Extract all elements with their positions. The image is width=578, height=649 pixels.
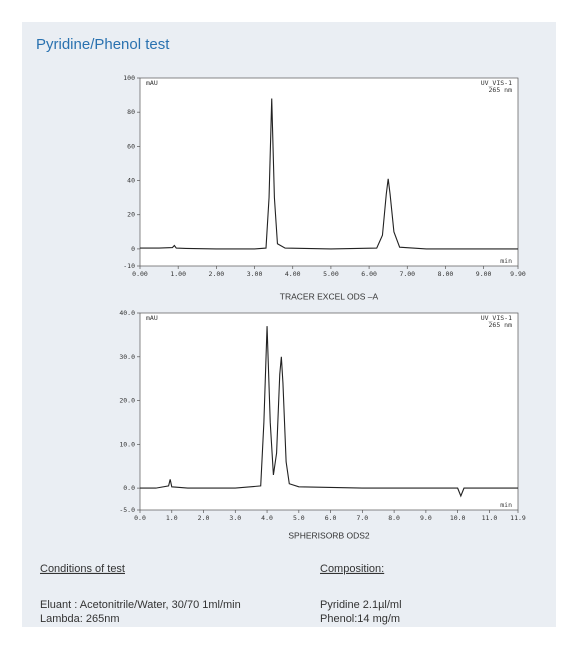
chart-subtitle: TRACER EXCEL ODS –A — [280, 291, 379, 301]
y-tick-label: 20.0 — [119, 397, 135, 405]
y-axis-label: mAU — [146, 79, 158, 87]
composition-heading: Composition: — [320, 563, 384, 575]
annotation: 265 nm — [489, 321, 513, 329]
plot-area — [139, 77, 519, 267]
plot-area — [139, 312, 519, 511]
y-axis-label: mAU — [146, 314, 158, 322]
x-tick-label: 9.90 — [510, 270, 526, 278]
x-tick-label: 4.0 — [261, 514, 273, 522]
x-tick-label: 5.0 — [293, 514, 305, 522]
x-tick-label: 9.00 — [476, 270, 492, 278]
y-tick-label: 60 — [127, 142, 135, 150]
x-tick-label: 6.00 — [361, 270, 377, 278]
x-tick-label: 7.00 — [399, 270, 415, 278]
x-tick-label: 7.0 — [356, 514, 368, 522]
x-tick-label: 2.00 — [209, 270, 225, 278]
x-axis-label: min — [500, 257, 512, 265]
x-tick-label: 0.00 — [132, 270, 148, 278]
x-tick-label: 1.0 — [166, 514, 178, 522]
x-tick-label: 0.0 — [134, 514, 146, 522]
x-tick-label: 6.0 — [325, 514, 337, 522]
x-tick-label: 1.00 — [170, 270, 186, 278]
y-tick-label: 30.0 — [119, 353, 135, 361]
x-tick-label: 11.9 — [510, 514, 526, 522]
x-tick-label: 8.00 — [438, 270, 454, 278]
x-tick-label: 11.0 — [482, 514, 498, 522]
chromatogram-line — [140, 326, 518, 498]
x-tick-label: 3.00 — [247, 270, 263, 278]
y-tick-label: 40 — [127, 177, 135, 185]
composition-line: Phenol:14 mg/m — [320, 613, 400, 625]
composition-line: Pyridine 2.1µl/ml — [320, 599, 402, 611]
x-tick-label: 8.0 — [388, 514, 400, 522]
y-tick-label: 0.0 — [123, 484, 135, 492]
annotation: UV_VIS-1 — [481, 79, 512, 87]
y-tick-label: 10.0 — [119, 440, 135, 448]
y-tick-label: -5.0 — [119, 506, 135, 514]
x-tick-label: 3.0 — [229, 514, 241, 522]
y-tick-label: -10 — [123, 262, 135, 270]
conditions-line: Eluant : Acetonitrile/Water, 30/70 1ml/m… — [40, 599, 241, 611]
x-tick-label: 9.0 — [420, 514, 432, 522]
x-axis-label: min — [500, 501, 512, 509]
y-tick-label: 40.0 — [119, 309, 135, 317]
x-tick-label: 10.0 — [450, 514, 466, 522]
y-tick-label: 20 — [127, 211, 135, 219]
y-tick-label: 100 — [123, 74, 135, 82]
x-tick-label: 4.00 — [285, 270, 301, 278]
y-tick-label: 0 — [131, 245, 135, 253]
x-tick-label: 5.00 — [323, 270, 339, 278]
chart-subtitle: SPHERISORB ODS2 — [288, 530, 370, 540]
conditions-line: Lambda: 265nm — [40, 613, 120, 625]
conditions-heading: Conditions of test — [40, 563, 125, 575]
annotation: UV_VIS-1 — [481, 314, 512, 322]
x-tick-label: 2.0 — [198, 514, 210, 522]
chromatogram-line — [140, 98, 518, 250]
annotation: 265 nm — [489, 86, 513, 94]
page-title: Pyridine/Phenol test — [36, 36, 170, 53]
y-tick-label: 80 — [127, 108, 135, 116]
